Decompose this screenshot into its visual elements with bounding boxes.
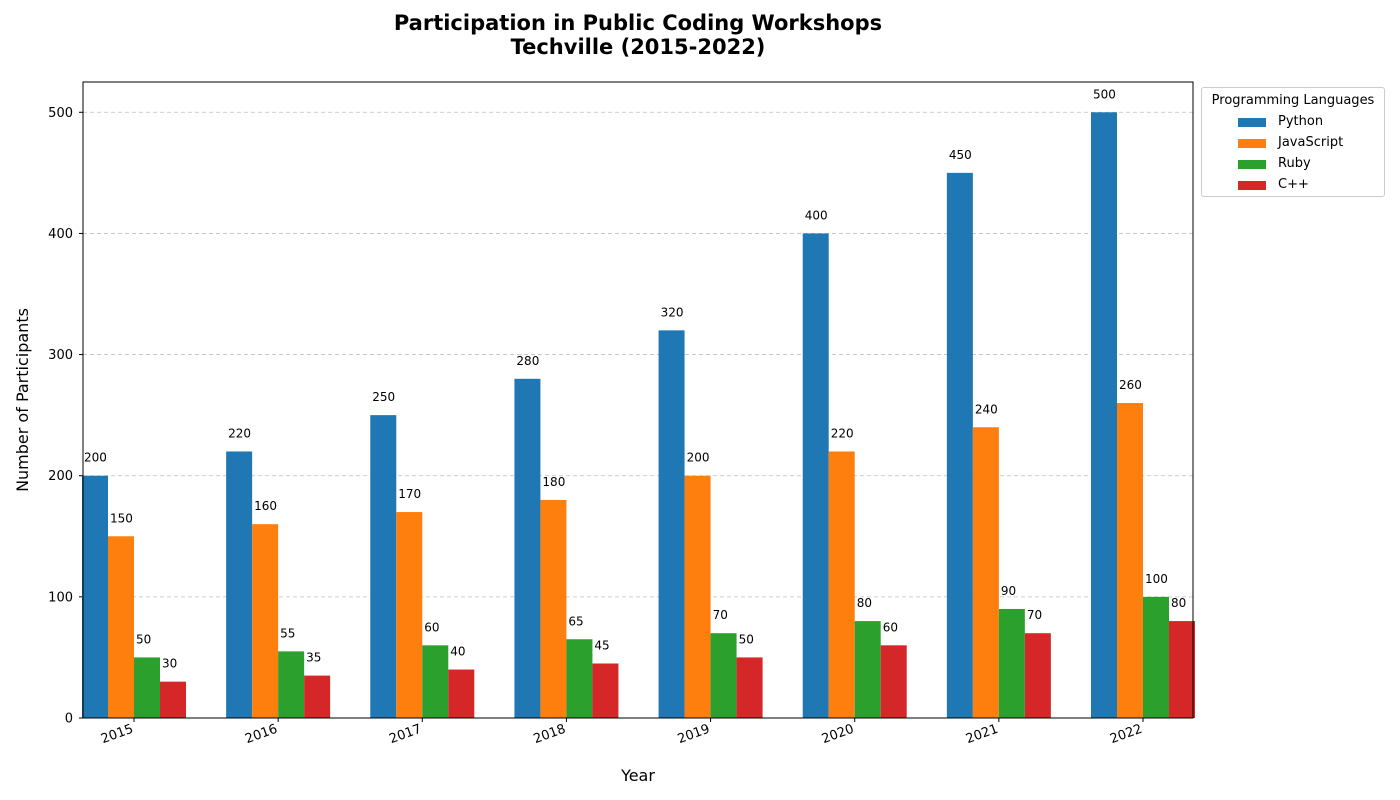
bar-javascript-2016 <box>252 524 279 718</box>
legend-swatch-javascript <box>1238 139 1266 148</box>
data-label-cpp-2018: 45 <box>594 638 609 652</box>
bar-python-2016 <box>226 451 253 718</box>
data-label-javascript-2020: 220 <box>831 426 854 440</box>
legend-label-javascript: JavaScript <box>1278 135 1344 150</box>
data-label-ruby-2020: 80 <box>857 596 872 610</box>
legend-label-python: Python <box>1278 114 1324 129</box>
bar-python-2017 <box>370 415 397 718</box>
y-tick-label-500: 500 <box>48 106 73 121</box>
data-label-javascript-2017: 170 <box>398 487 421 501</box>
bar-python-2018 <box>514 378 541 718</box>
data-label-javascript-2016: 160 <box>254 499 277 513</box>
data-label-ruby-2015: 50 <box>136 632 151 646</box>
bar-javascript-2017 <box>396 512 423 718</box>
chart-title-line2: Techville (2015-2022) <box>510 35 766 59</box>
legend: Programming Languages Python JavaScript … <box>1201 87 1385 197</box>
x-tick-label-2020: 2020 <box>820 722 856 747</box>
y-tick-label-0: 0 <box>65 712 73 727</box>
data-label-python-2019: 320 <box>661 305 684 319</box>
bar-ruby-2020 <box>854 621 881 718</box>
data-label-cpp-2015: 30 <box>162 657 177 671</box>
bar-ruby-2018 <box>566 639 593 718</box>
data-label-cpp-2021: 70 <box>1027 608 1042 622</box>
x-axis-label: Year <box>620 766 655 785</box>
bar-cpp-2021 <box>1024 633 1051 718</box>
bar-ruby-2015 <box>134 657 160 718</box>
data-label-cpp-2016: 35 <box>306 651 321 665</box>
data-label-python-2022: 500 <box>1093 87 1116 101</box>
data-label-python-2017: 250 <box>372 390 395 404</box>
legend-title: Programming Languages <box>1211 93 1375 108</box>
data-label-ruby-2021: 90 <box>1001 584 1016 598</box>
bar-cpp-2019 <box>736 657 763 718</box>
data-label-python-2015: 200 <box>84 451 107 465</box>
legend-swatch-cpp <box>1238 181 1266 190</box>
bar-python-2015 <box>82 475 108 718</box>
bar-javascript-2022 <box>1117 403 1143 718</box>
bar-javascript-2020 <box>828 451 855 718</box>
data-label-ruby-2018: 65 <box>568 614 583 628</box>
legend-swatch-python <box>1238 118 1266 127</box>
data-label-javascript-2019: 200 <box>687 451 710 465</box>
y-tick-label-200: 200 <box>48 469 73 484</box>
data-label-ruby-2022: 100 <box>1145 572 1168 586</box>
data-label-cpp-2020: 60 <box>883 620 898 634</box>
bar-javascript-2019 <box>684 475 711 718</box>
data-label-cpp-2019: 50 <box>739 632 754 646</box>
data-label-ruby-2016: 55 <box>280 626 295 640</box>
chart-title-line1: Participation in Public Coding Workshops <box>393 11 883 35</box>
y-axis-label: Number of Participants <box>13 308 32 492</box>
bar-cpp-2015 <box>160 681 186 718</box>
bar-python-2020 <box>802 233 829 718</box>
bar-ruby-2016 <box>278 651 305 718</box>
bar-javascript-2015 <box>108 536 134 718</box>
data-label-python-2016: 220 <box>228 426 251 440</box>
data-label-javascript-2021: 240 <box>975 402 998 416</box>
x-tick-label-2018: 2018 <box>532 722 568 747</box>
bar-python-2019 <box>658 330 685 718</box>
legend-label-cpp: C++ <box>1278 177 1309 192</box>
y-tick-label-400: 400 <box>48 227 73 242</box>
plot-frame <box>82 81 1194 719</box>
x-tick-label-2021: 2021 <box>964 722 1000 747</box>
data-label-python-2021: 450 <box>949 148 972 162</box>
legend-swatch-ruby <box>1238 160 1266 169</box>
bar-python-2021 <box>946 172 973 718</box>
x-tick-label-2016: 2016 <box>243 722 279 747</box>
data-label-python-2020: 400 <box>805 208 828 222</box>
x-tick-label-2022: 2022 <box>1108 722 1144 747</box>
bar-cpp-2020 <box>880 645 907 718</box>
data-label-javascript-2015: 150 <box>110 511 133 525</box>
bar-javascript-2018 <box>540 499 567 718</box>
x-tick-label-2019: 2019 <box>676 722 712 747</box>
data-label-javascript-2022: 260 <box>1119 378 1142 392</box>
data-label-cpp-2017: 40 <box>450 645 465 659</box>
legend-label-ruby: Ruby <box>1278 156 1311 171</box>
x-tick-label-2017: 2017 <box>387 722 423 747</box>
bar-ruby-2017 <box>422 645 449 718</box>
bar-ruby-2022 <box>1143 596 1169 718</box>
data-label-javascript-2018: 180 <box>542 475 565 489</box>
data-label-ruby-2017: 60 <box>424 620 439 634</box>
bar-cpp-2018 <box>592 663 619 718</box>
data-label-python-2018: 280 <box>516 354 539 368</box>
bar-ruby-2021 <box>998 608 1025 718</box>
bar-ruby-2019 <box>710 633 737 718</box>
data-label-ruby-2019: 70 <box>713 608 728 622</box>
bar-python-2022 <box>1091 112 1117 719</box>
bar-cpp-2017 <box>448 669 475 718</box>
data-label-cpp-2022: 80 <box>1171 596 1186 610</box>
y-tick-label-300: 300 <box>48 348 73 363</box>
bar-cpp-2016 <box>304 675 331 718</box>
bar-cpp-2022 <box>1169 621 1195 718</box>
x-tick-label-2015: 2015 <box>99 722 135 747</box>
y-tick-label-100: 100 <box>48 590 73 605</box>
bar-javascript-2021 <box>972 427 999 718</box>
